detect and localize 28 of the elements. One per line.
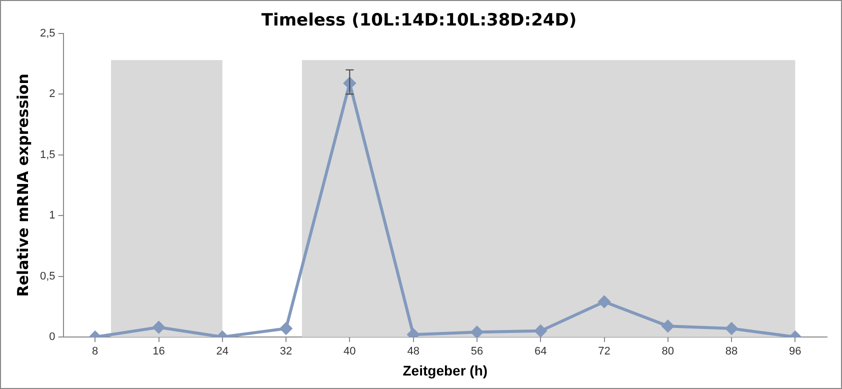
y-tick-label: 2,5: [40, 27, 56, 40]
point: [152, 321, 165, 334]
y-tick-label: 1,5: [40, 148, 56, 161]
y-tick-label: 2: [49, 88, 56, 100]
chart-title: Timeless (10L:14D:10L:38D:24D): [261, 10, 577, 31]
y-tick-label: 0,5: [40, 270, 56, 282]
point: [470, 326, 483, 337]
x-tick-label: 88: [725, 346, 738, 358]
x-tick-label: 48: [407, 346, 420, 358]
x-tick-label: 32: [280, 346, 292, 358]
x-tick-label: 80: [662, 346, 674, 358]
point: [280, 322, 292, 334]
point: [662, 320, 674, 332]
point: [598, 296, 610, 308]
point: [534, 324, 547, 337]
x-tick-label: 56: [470, 346, 484, 358]
x-tick-label: 24: [216, 346, 229, 358]
x-tick-label: 96: [789, 346, 802, 358]
x-axis-title: Zeitgeber (h): [402, 362, 488, 378]
x-tick-label: 8: [92, 346, 98, 358]
y-tick-label: 0: [49, 331, 56, 344]
x-tick-label: 64: [534, 346, 547, 358]
y-axis-title: Relative mRNA expression: [14, 74, 32, 297]
x-tick-label: 40: [344, 346, 356, 358]
x-tick-label: 72: [598, 346, 610, 358]
y-tick-label: 1: [49, 210, 56, 222]
point: [726, 322, 738, 334]
x-tick-label: 16: [152, 346, 165, 358]
